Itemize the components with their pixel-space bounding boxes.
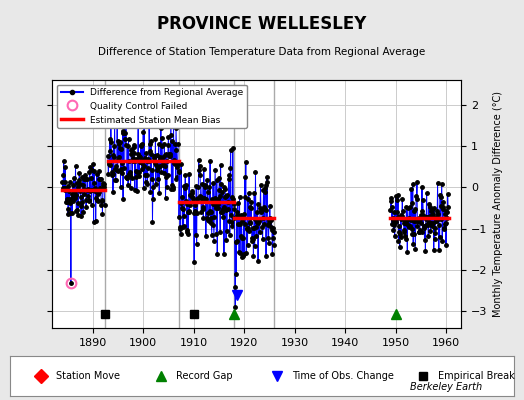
- Legend: Difference from Regional Average, Quality Control Failed, Estimated Station Mean: Difference from Regional Average, Qualit…: [57, 84, 247, 128]
- Y-axis label: Monthly Temperature Anomaly Difference (°C): Monthly Temperature Anomaly Difference (…: [493, 91, 503, 317]
- Text: PROVINCE WELLESLEY: PROVINCE WELLESLEY: [157, 15, 367, 33]
- Text: Time of Obs. Change: Time of Obs. Change: [292, 371, 394, 381]
- Text: Empirical Break: Empirical Break: [438, 371, 515, 381]
- Text: Difference of Station Temperature Data from Regional Average: Difference of Station Temperature Data f…: [99, 47, 425, 57]
- Text: Station Move: Station Move: [56, 371, 120, 381]
- Text: Record Gap: Record Gap: [177, 371, 233, 381]
- Text: Berkeley Earth: Berkeley Earth: [410, 382, 482, 392]
